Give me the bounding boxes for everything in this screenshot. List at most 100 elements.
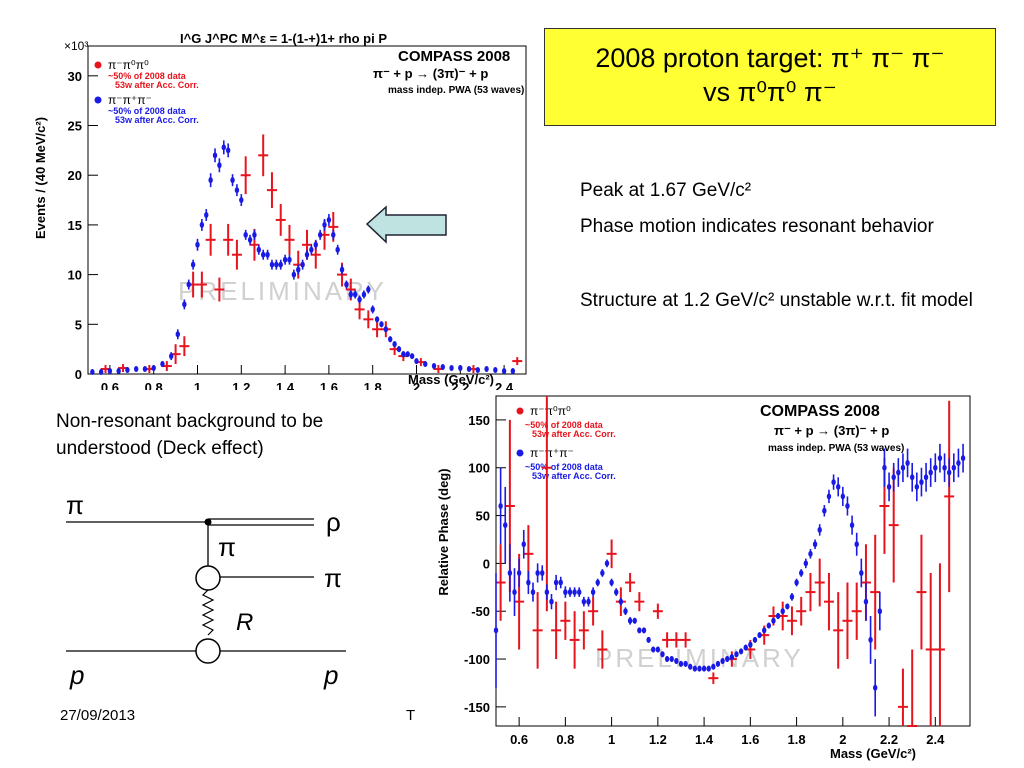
red-data-point (805, 572, 816, 612)
blue-data-point (388, 336, 393, 343)
blue-data-point (831, 474, 836, 490)
blue-data-point (651, 646, 656, 653)
blue-data-point (627, 616, 633, 625)
blue-data-point (309, 244, 314, 255)
blue-data-point (780, 608, 785, 615)
red-data-point (823, 572, 834, 631)
blue-data-point (845, 496, 850, 516)
x-tick-label: 2.2 (451, 380, 469, 390)
blue-data-point (423, 361, 428, 368)
chart-frame (495, 395, 971, 727)
red-data-point (495, 544, 506, 621)
blue-data-point (379, 321, 384, 328)
blue-data-point (822, 505, 827, 517)
red-data-point (372, 321, 383, 338)
red-data-point (842, 582, 853, 660)
blue-data-point (493, 572, 499, 688)
red-data-point (569, 611, 580, 669)
blue-data-point (600, 569, 605, 577)
blue-data-point (458, 365, 463, 372)
blue-data-point (133, 366, 139, 373)
red-data-point (652, 603, 663, 619)
blue-data-point (291, 269, 297, 280)
blue-data-point (313, 239, 318, 250)
blue-data-point (572, 587, 577, 597)
x-tick-label: 2 (839, 732, 846, 747)
blue-data-point (503, 486, 508, 564)
blue-data-point (142, 366, 148, 373)
blue-data-point (195, 238, 200, 251)
red-data-point (625, 572, 636, 593)
bullet-phase: Phase motion indicates resonant behavior (580, 216, 934, 237)
red-data-point (925, 572, 936, 726)
blue-data-point (669, 656, 674, 663)
outgoing-pion-label: π (324, 563, 342, 593)
red-data-point (606, 539, 617, 569)
red-data-point (833, 592, 844, 669)
legend-blue-marker (516, 449, 524, 457)
blue-data-point (317, 229, 323, 240)
blue-data-point (960, 443, 966, 473)
blue-data-point (711, 663, 716, 670)
method-label: mass indep. PWA (53 waves) (768, 443, 904, 454)
blue-data-point (370, 305, 375, 314)
x-tick-label: 2 (413, 380, 420, 390)
blue-data-point (623, 607, 628, 616)
blue-data-point (322, 218, 327, 231)
blue-data-point (789, 593, 795, 601)
red-data-point (231, 239, 242, 270)
chart-frame (87, 45, 527, 375)
blue-data-point (265, 249, 270, 260)
red-data-point (680, 632, 691, 648)
blue-data-point (182, 299, 187, 310)
blue-data-point (618, 597, 624, 606)
blue-data-point (581, 596, 587, 607)
blue-data-point (287, 254, 292, 265)
blue-data-point (868, 616, 873, 664)
y-tick-label: -50 (471, 604, 490, 619)
experiment-label: COMPASS 2008 (398, 48, 510, 65)
incoming-proton-label: p (69, 660, 84, 690)
blue-data-point (697, 665, 702, 672)
blue-data-point (799, 569, 804, 577)
blue-data-point (339, 264, 345, 275)
red-data-point (588, 596, 599, 626)
y-tick-label: -150 (464, 700, 490, 715)
rho-label: ρ (326, 507, 341, 537)
blue-data-point (521, 529, 526, 559)
blue-data-point (567, 587, 573, 597)
blue-data-point (655, 646, 661, 653)
blue-data-point (221, 140, 226, 155)
blue-data-point (748, 641, 753, 648)
bullet-peak: Peak at 1.67 GeV/c² (580, 180, 752, 201)
x-tick-label: 2.4 (926, 732, 945, 747)
red-data-point (284, 224, 295, 255)
blue-data-point (632, 617, 637, 624)
blue-data-point (217, 158, 222, 173)
title-line-1: 2008 proton target: π⁺ π⁻ π⁻ (595, 43, 945, 73)
blue-data-point (431, 363, 437, 370)
blue-data-point (535, 563, 540, 583)
blue-data-point (344, 280, 349, 289)
experiment-label: COMPASS 2008 (760, 403, 880, 420)
y-tick-label: 20 (68, 168, 82, 183)
blue-data-point (725, 656, 730, 663)
blue-data-point (836, 477, 841, 497)
blue-data-point (720, 657, 725, 664)
blue-data-point (282, 254, 288, 265)
blue-data-point (107, 368, 113, 375)
y-tick-label: 0 (75, 367, 82, 382)
blue-data-point (586, 596, 591, 607)
red-data-point (934, 563, 945, 726)
red-data-point (363, 310, 374, 329)
blue-data-point (296, 264, 301, 275)
peak-arrow (365, 205, 447, 244)
legend-red-name: π⁻π⁰π⁰ (530, 404, 571, 418)
watermark: PRELIMINARY (178, 276, 387, 306)
red-data-point (597, 630, 608, 669)
blue-data-point (348, 290, 353, 299)
blue-data-point (762, 627, 767, 634)
blue-data-point (863, 582, 869, 621)
blue-data-point (905, 448, 910, 478)
blue-data-point (692, 665, 698, 672)
